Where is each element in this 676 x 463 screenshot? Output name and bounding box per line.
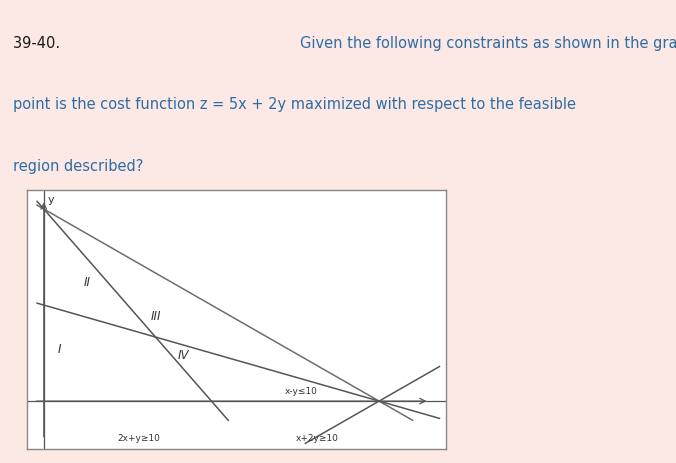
Text: x-y≤10: x-y≤10 <box>285 388 318 396</box>
Text: region described?: region described? <box>14 159 144 174</box>
Text: I: I <box>57 343 61 356</box>
Text: III: III <box>151 310 162 324</box>
Text: x+2y≥10: x+2y≥10 <box>295 434 338 444</box>
Text: IV: IV <box>178 349 189 362</box>
Text: 2x+y≥10: 2x+y≥10 <box>118 434 160 444</box>
Text: Given the following constraints as shown in the graph below. At which: Given the following constraints as shown… <box>300 36 676 50</box>
Text: y: y <box>48 195 55 205</box>
Text: point is the cost function z = 5x + 2y maximized with respect to the feasible: point is the cost function z = 5x + 2y m… <box>14 97 577 112</box>
Text: 39-40.: 39-40. <box>14 36 65 50</box>
Text: II: II <box>84 276 91 289</box>
